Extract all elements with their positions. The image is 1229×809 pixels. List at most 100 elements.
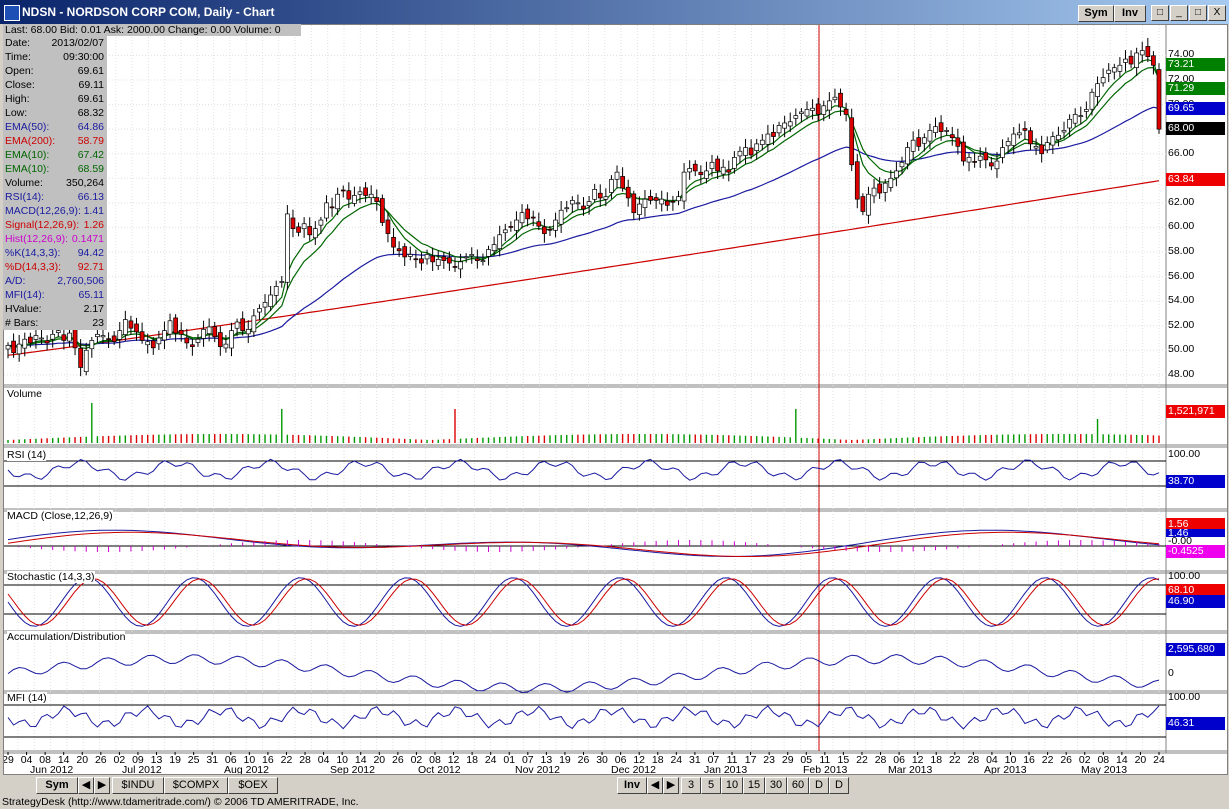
- candle-body: [312, 228, 318, 239]
- candle-body: [726, 169, 732, 173]
- candle-body: [871, 187, 877, 197]
- period-left-icon[interactable]: ◀: [647, 777, 663, 794]
- date-day-label: 10: [243, 754, 255, 766]
- volume-panel-label: Volume: [7, 388, 43, 400]
- symbol-tab[interactable]: $COMPX: [164, 777, 228, 794]
- candle-body: [458, 261, 463, 270]
- minimize-icon[interactable]: _: [1170, 5, 1188, 21]
- chart-area[interactable]: 29 04 08 14 20 26 02 09 13 19 25 31 06 10 16 22 28 04 10 14…: [3, 24, 1228, 775]
- period-tab[interactable]: 15: [743, 777, 765, 794]
- price-tick-label: 48.00: [1168, 367, 1195, 380]
- date-day-label: 14: [1116, 754, 1128, 766]
- candle-body: [117, 330, 123, 340]
- date-month-label: Sep 2012: [330, 764, 375, 774]
- candle-body: [89, 340, 95, 350]
- info-label: RSI(14):: [5, 191, 45, 203]
- candle-body: [1033, 145, 1039, 149]
- candle-body: [419, 258, 424, 264]
- restore-chart-icon[interactable]: □: [1151, 5, 1169, 21]
- date-day-label: 22: [949, 754, 961, 766]
- candle-body: [553, 219, 558, 231]
- info-row: MACD(12,26,9): 1.41: [3, 204, 107, 218]
- candle-body: [597, 192, 603, 199]
- info-row: %K(14,3,3): 94.42: [3, 246, 107, 260]
- date-day-label: 16: [1023, 754, 1035, 766]
- title-bar: NDSN - NORDSON CORP COM, Daily - Chart S…: [0, 0, 1229, 24]
- price-tag: 73.21: [1166, 58, 1225, 72]
- info-value: 68.32: [77, 107, 104, 119]
- signal-tag: 1.46: [1166, 529, 1225, 537]
- inv-tab[interactable]: Inv: [617, 777, 647, 794]
- candle-body: [799, 111, 804, 114]
- candle-body: [838, 92, 843, 108]
- period-tab[interactable]: 10: [721, 777, 743, 794]
- candle-body: [27, 336, 33, 344]
- scroll-right-icon[interactable]: ▶: [94, 777, 110, 794]
- candle-body: [793, 115, 799, 119]
- status-bar: StrategyDesk (http://www.tdameritrade.co…: [0, 795, 1229, 809]
- candle-body: [637, 203, 642, 215]
- info-label: Open:: [5, 65, 34, 77]
- symbol-tab[interactable]: $OEX: [228, 777, 278, 794]
- sym-button[interactable]: Sym: [1078, 5, 1114, 22]
- candle-body: [709, 161, 715, 169]
- candle-body: [402, 246, 408, 258]
- candle-body: [296, 226, 301, 233]
- period-tab[interactable]: 3: [681, 777, 701, 794]
- hist-tag: -0.4525: [1166, 545, 1225, 558]
- candle-body: [474, 258, 480, 261]
- info-row: EMA(50): 64.86: [3, 120, 107, 134]
- date-day-label: 29: [782, 754, 794, 766]
- date-day-label: 28: [968, 754, 980, 766]
- candle-body: [307, 226, 313, 236]
- candle-body: [61, 334, 67, 341]
- info-label: A/D:: [5, 275, 26, 287]
- price-tag: 69.65: [1166, 101, 1225, 115]
- candle-body: [569, 200, 575, 205]
- info-value: 65.11: [78, 289, 105, 301]
- candle-body: [715, 158, 720, 172]
- candle-body: [1056, 134, 1061, 141]
- info-row: EMA(10): 68.59: [3, 162, 107, 176]
- date-day-label: 06: [225, 754, 237, 766]
- period-tab[interactable]: 5: [701, 777, 721, 794]
- candle-body: [732, 157, 737, 169]
- candle-body: [95, 333, 100, 338]
- close-icon[interactable]: X: [1208, 5, 1226, 21]
- info-row: Signal(12,26,9): 1.26: [3, 218, 107, 232]
- candle-body: [156, 337, 162, 345]
- info-row: RSI(14): 66.13: [3, 190, 107, 204]
- candle-body: [659, 198, 665, 205]
- candle-body: [268, 294, 273, 307]
- period-tab[interactable]: 30: [765, 777, 787, 794]
- period-right-icon[interactable]: ▶: [663, 777, 679, 794]
- candle-body: [190, 344, 195, 347]
- candle-body: [1022, 128, 1028, 131]
- chart-canvas[interactable]: 29 04 08 14 20 26 02 09 13 19 25 31 06 10 16 22 28 04 10 14…: [4, 25, 1227, 774]
- candle-body: [670, 200, 676, 203]
- info-value: 23: [92, 317, 104, 329]
- candle-body: [771, 131, 776, 137]
- date-day-label: 17: [745, 754, 757, 766]
- date-day-label: 10: [1005, 754, 1017, 766]
- info-label: MACD(12,26,9):: [5, 205, 81, 217]
- symbol-tab[interactable]: $INDU: [112, 777, 164, 794]
- sym-tab[interactable]: Sym: [36, 777, 78, 794]
- scroll-left-icon[interactable]: ◀: [78, 777, 94, 794]
- candle-body: [989, 162, 994, 167]
- candle-body: [938, 122, 944, 132]
- candle-body: [340, 189, 346, 192]
- candle-body: [491, 244, 497, 251]
- date-day-label: 22: [281, 754, 293, 766]
- period-tab[interactable]: D: [829, 777, 849, 794]
- maximize-icon[interactable]: □: [1189, 5, 1207, 21]
- info-label: Low:: [5, 107, 28, 119]
- period-tab[interactable]: 60: [787, 777, 809, 794]
- inv-button[interactable]: Inv: [1114, 5, 1146, 22]
- candle-body: [698, 171, 704, 175]
- candle-body: [78, 347, 83, 368]
- period-tab[interactable]: D: [809, 777, 829, 794]
- price-tick-label: 60.00: [1168, 220, 1195, 233]
- candle-body: [787, 121, 793, 127]
- info-label: %D(14,3,3):: [5, 261, 62, 273]
